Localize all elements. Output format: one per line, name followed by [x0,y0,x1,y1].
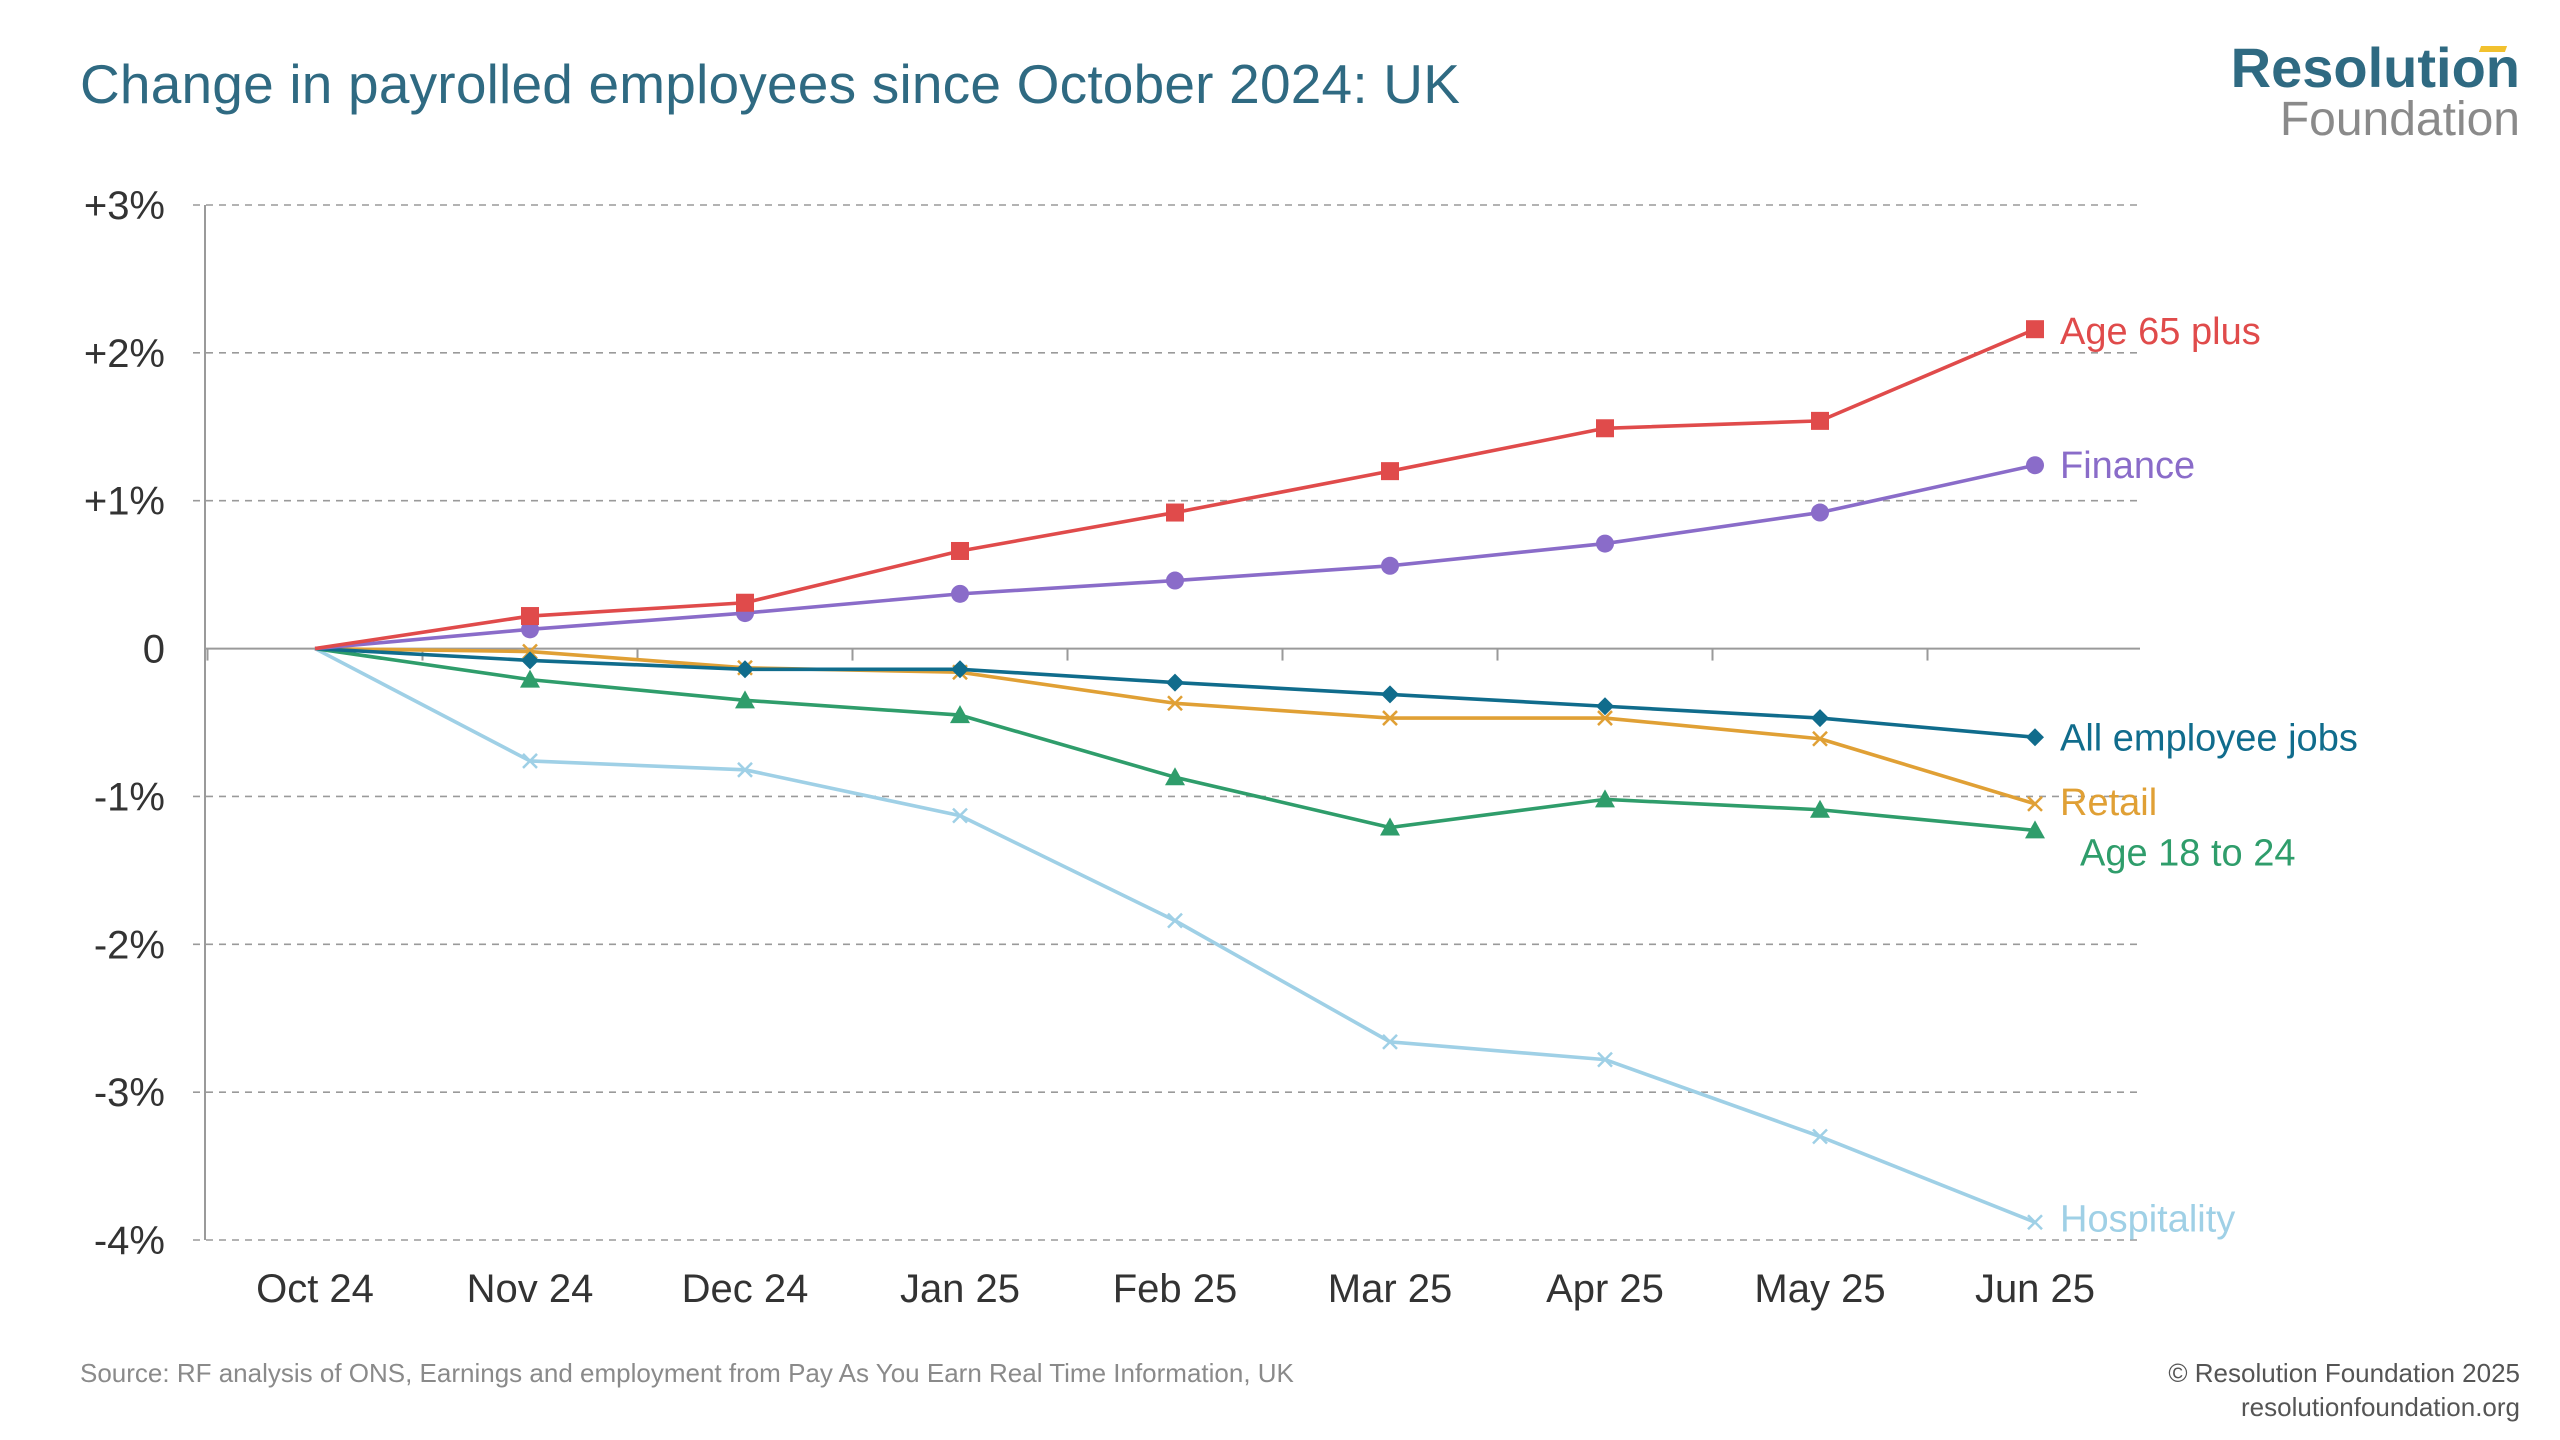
x-tick-label: Feb 25 [1113,1267,1238,1311]
point-hospitality [522,753,538,769]
x-tick-label: Oct 24 [256,1267,374,1311]
x-tick-label: May 25 [1754,1267,1885,1311]
series-label-finance: Finance [2060,445,2195,487]
point-hospitality [1812,1128,1828,1145]
point-all-employee-jobs [1811,709,1829,728]
series-label-age-65-plus: Age 65 plus [2060,311,2261,353]
point-finance [1381,556,1399,575]
credits: © Resolution Foundation 2025 resolutionf… [2168,1356,2520,1424]
series-label-age-18-to-24: Age 18 to 24 [2080,832,2296,874]
x-tick-label: Jan 25 [900,1267,1020,1311]
website-link[interactable]: resolutionfoundation.org [2241,1392,2520,1422]
point-finance [951,584,969,603]
point-retail [1382,710,1398,726]
y-tick-label: -1% [94,775,165,819]
y-tick-label: 0 [143,628,165,672]
point-retail [1597,710,1613,726]
resolution-foundation-logo[interactable]: Resolution Foundation [2231,40,2520,144]
point-hospitality [1167,912,1183,929]
point-age-65-plus [951,541,969,560]
point-all-employee-jobs [951,660,969,679]
copyright-text: © Resolution Foundation 2025 [2168,1358,2520,1388]
point-finance [1811,503,1829,522]
x-tick-label: Jun 25 [1975,1267,2095,1311]
series-line-finance [314,463,2036,651]
point-age-18-to-24 [520,669,540,688]
x-tick-label: Nov 24 [467,1267,594,1311]
series-label-retail: Retail [2060,782,2157,824]
point-finance [2026,456,2044,475]
point-all-employee-jobs [1166,673,1184,692]
series-label-hospitality: Hospitality [2060,1198,2235,1240]
point-age-18-to-24 [1595,789,1615,808]
point-hospitality [1382,1033,1398,1050]
y-tick-label: +1% [84,480,165,524]
point-age-65-plus [1166,503,1184,522]
point-all-employee-jobs [1381,685,1399,704]
point-age-18-to-24 [1165,767,1185,786]
point-retail [1167,695,1183,712]
point-all-employee-jobs [2026,728,2044,747]
series-label-all-employee-jobs: All employee jobs [2060,717,2358,759]
point-age-65-plus [1381,462,1399,481]
series-line-all-employee-jobs [314,646,2036,740]
point-age-18-to-24 [2025,820,2045,839]
point-age-65-plus [1596,419,1614,438]
point-age-18-to-24 [950,705,970,724]
point-finance [1166,571,1184,590]
point-hospitality [2027,1214,2043,1231]
y-tick-label: -4% [94,1219,165,1263]
point-age-18-to-24 [1380,817,1400,836]
point-finance [1596,534,1614,553]
point-hospitality [952,807,968,824]
point-age-65-plus [736,593,754,612]
point-hospitality [737,761,753,778]
point-age-65-plus [2026,320,2044,339]
x-tick-label: Dec 24 [682,1267,809,1311]
series-line-age-65-plus [314,327,2036,651]
chart-title: Change in payrolled employees since Octo… [80,53,1461,115]
logo-wordmark-bottom: Foundation [2279,93,2520,146]
point-age-65-plus [1811,411,1829,430]
point-all-employee-jobs [736,660,754,679]
x-tick-label: Apr 25 [1546,1267,1664,1311]
point-all-employee-jobs [1596,697,1614,716]
point-hospitality [1597,1051,1613,1068]
point-age-65-plus [521,607,539,626]
point-retail [1812,730,1828,747]
y-tick-label: -2% [94,923,165,967]
logo-wordmark-top: Resolution [2230,36,2520,99]
y-tick-label: -3% [94,1071,165,1115]
y-tick-label: +2% [84,332,165,376]
point-all-employee-jobs [521,651,539,670]
x-tick-label: Mar 25 [1328,1267,1453,1311]
point-age-18-to-24 [1810,799,1830,818]
point-retail [2027,795,2043,812]
source-note: Source: RF analysis of ONS, Earnings and… [80,1358,1294,1388]
point-age-18-to-24 [735,690,755,709]
y-tick-label: +3% [84,184,165,228]
